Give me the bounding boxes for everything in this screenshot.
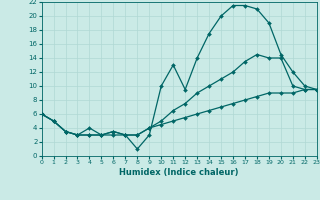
X-axis label: Humidex (Indice chaleur): Humidex (Indice chaleur): [119, 168, 239, 177]
